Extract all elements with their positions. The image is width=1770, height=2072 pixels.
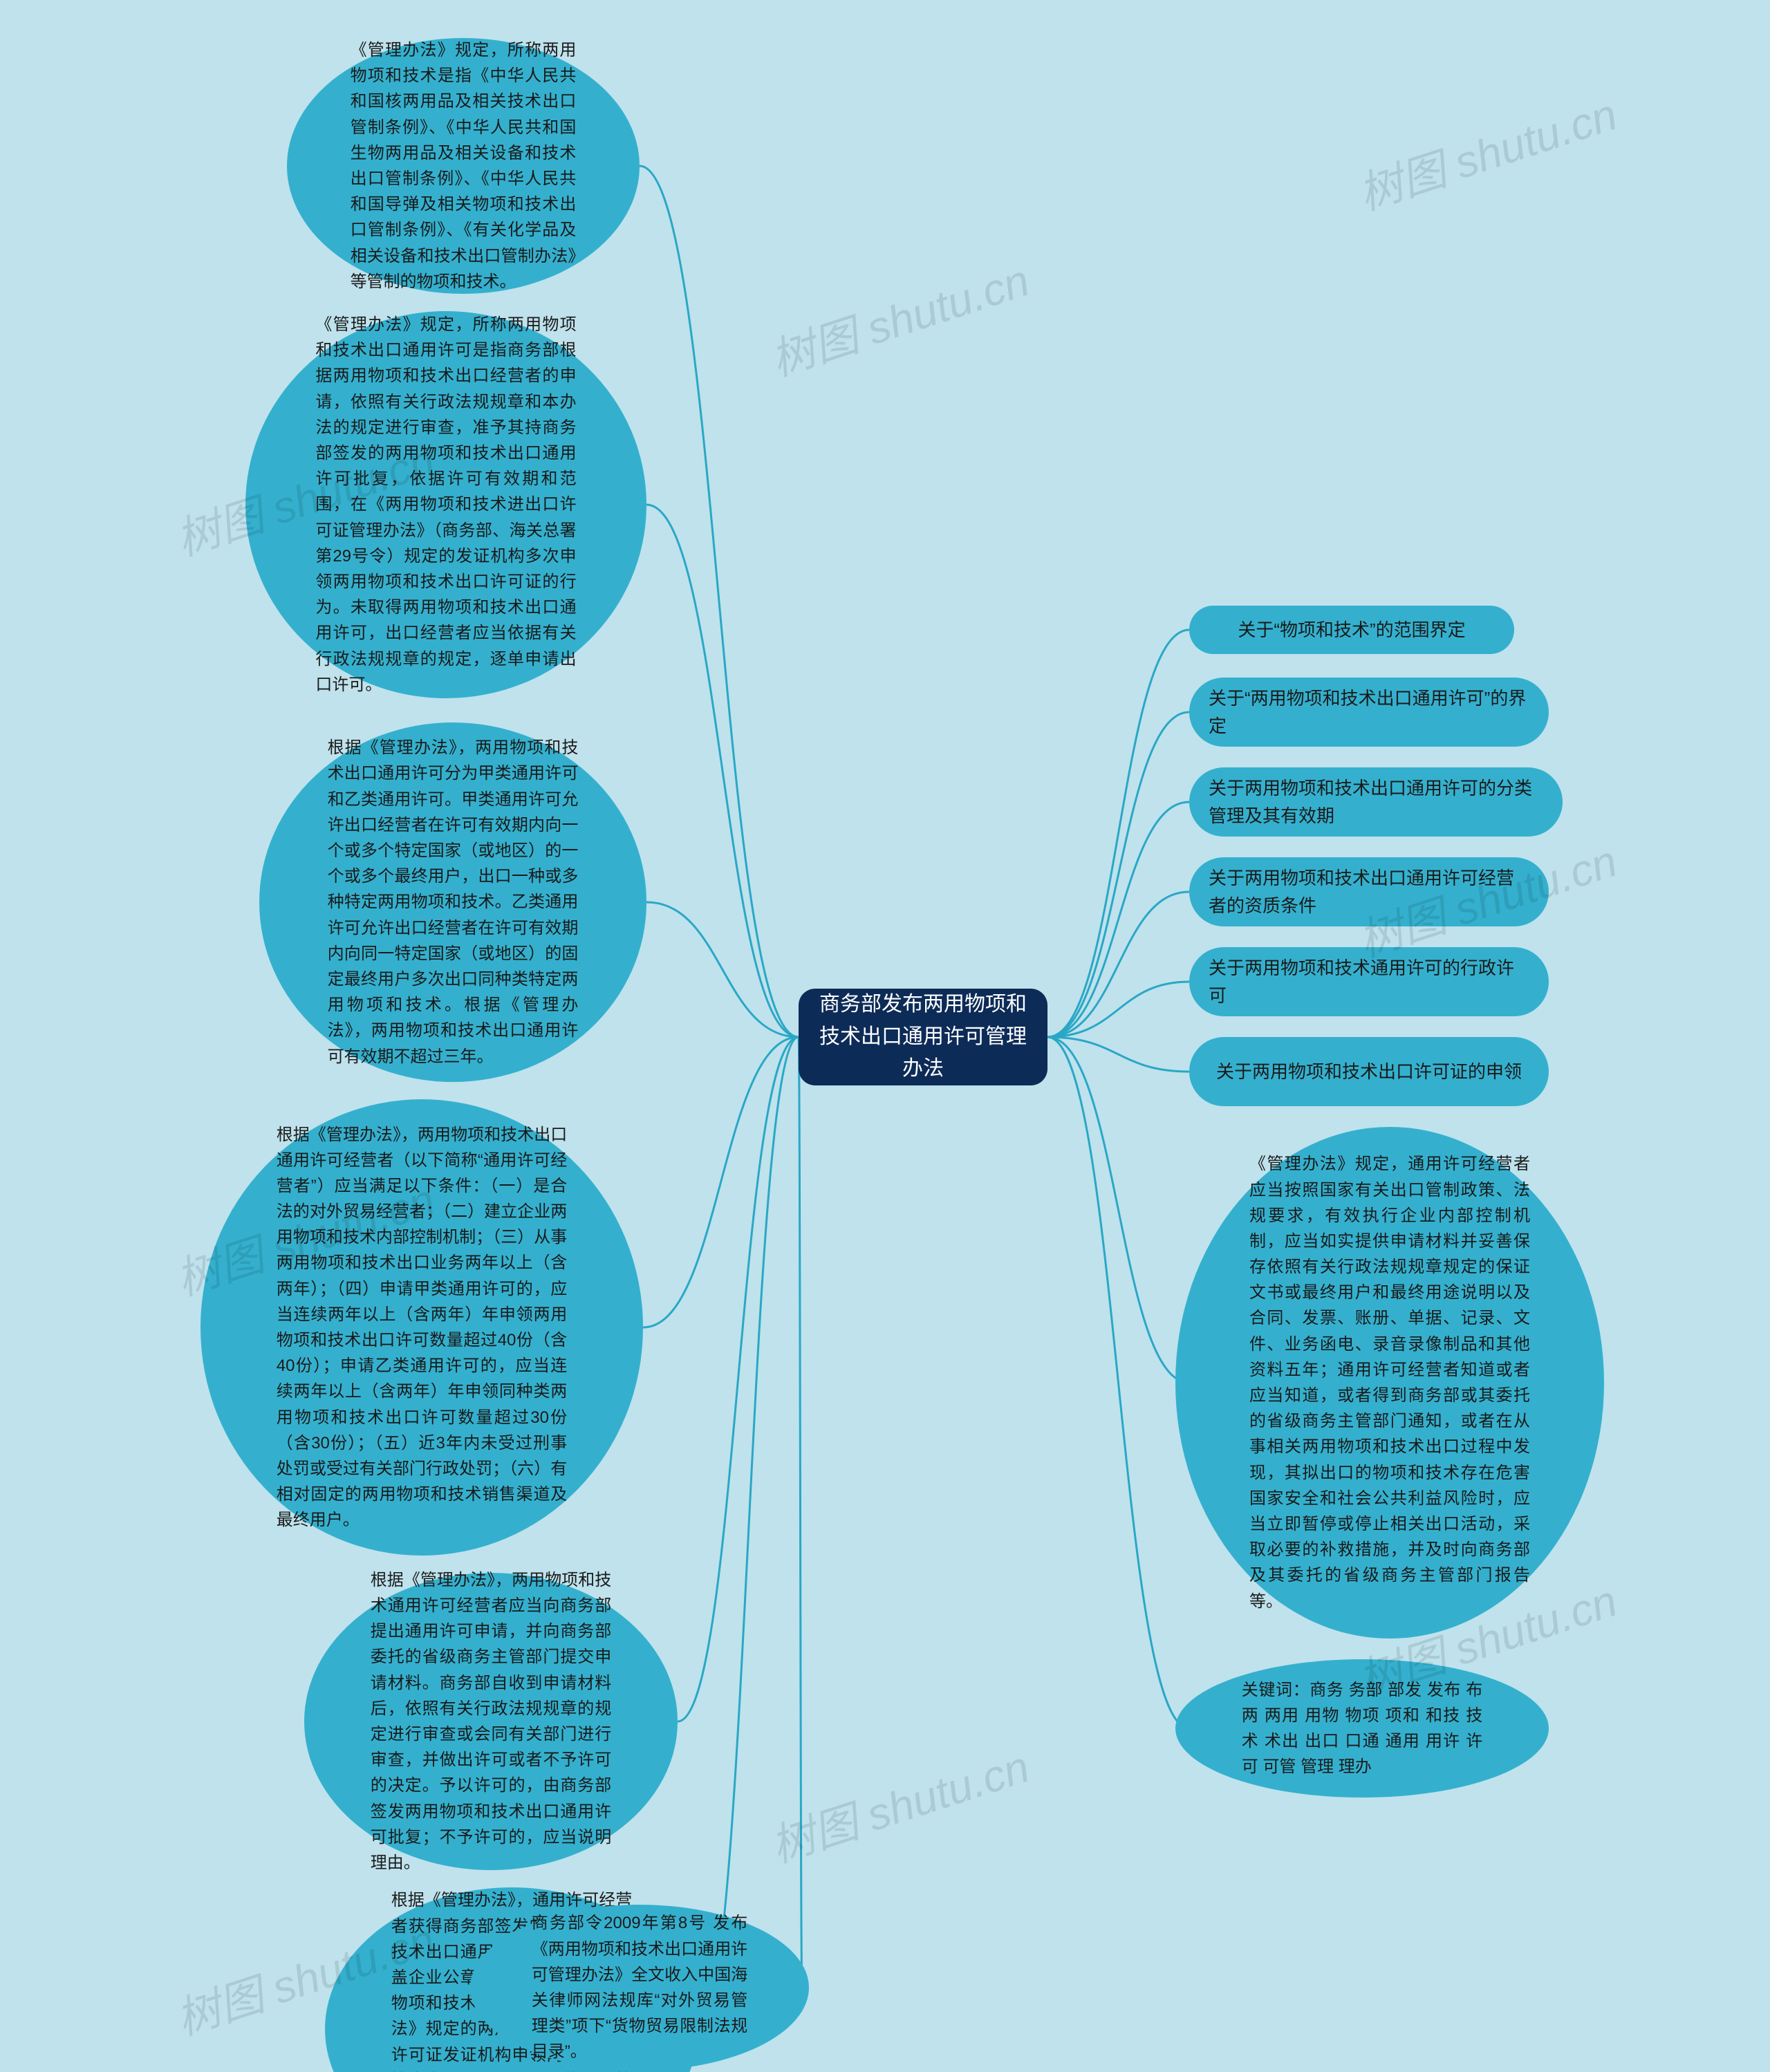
left-ellipse-l2-label: 《管理办法》规定，所称两用物项和技术出口通用许可是指商务部根据两用物项和技术出口… [315, 312, 576, 698]
edge [1047, 1037, 1189, 1728]
left-ellipse-l5: 根据《管理办法》，两用物项和技术通用许可经营者应当向商务部提出通用许可申请，并向… [304, 1573, 678, 1870]
edge [1047, 630, 1189, 1037]
left-ellipse-l1: 《管理办法》规定，所称两用物项和技术是指《中华人民共和国核两用品及相关技术出口管… [287, 38, 640, 294]
edge [1047, 802, 1189, 1037]
right-ellipse-re1-label: 《管理办法》规定，通用许可经营者应当按照国家有关出口管制政策、法规要求，有效执行… [1249, 1151, 1530, 1614]
right-pill-r6: 关于两用物项和技术出口许可证的申领 [1189, 1037, 1549, 1106]
right-pill-r4: 关于两用物项和技术出口通用许可经营者的资质条件 [1189, 857, 1549, 926]
edge [640, 166, 799, 1037]
edge [643, 1037, 799, 1327]
center-node-label: 商务部发布两用物项和技术出口通用许可管理办法 [818, 989, 1028, 1085]
mindmap-canvas: 商务部发布两用物项和技术出口通用许可管理办法 关于“物项和技术”的范围界定关于“… [0, 0, 1770, 2072]
edge [698, 1037, 799, 2029]
right-pill-r3: 关于两用物项和技术出口通用许可的分类管理及其有效期 [1189, 767, 1563, 837]
right-pill-r5: 关于两用物项和技术通用许可的行政许可 [1189, 947, 1549, 1016]
right-pill-r5-label: 关于两用物项和技术通用许可的行政许可 [1209, 954, 1529, 1010]
left-ellipse-l5-label: 根据《管理办法》，两用物项和技术通用许可经营者应当向商务部提出通用许可申请，并向… [371, 1567, 611, 1876]
left-ellipse-l7-label: 商务部令2009年第8号 发布《两用物项和技术出口通用许可管理办法》全文收入中国… [532, 1910, 747, 2064]
edge [1047, 1037, 1189, 1383]
right-pill-r2-label: 关于“两用物项和技术出口通用许可”的界定 [1209, 684, 1529, 740]
left-ellipse-l3-label: 根据《管理办法》，两用物项和技术出口通用许可分为甲类通用许可和乙类通用许可。甲类… [328, 735, 579, 1069]
left-ellipse-l7: 商务部令2009年第8号 发布《两用物项和技术出口通用许可管理办法》全文收入中国… [470, 1905, 809, 2071]
edge [1047, 982, 1189, 1037]
edge [678, 1037, 799, 1721]
right-pill-r2: 关于“两用物项和技术出口通用许可”的界定 [1189, 678, 1549, 747]
center-node: 商务部发布两用物项和技术出口通用许可管理办法 [799, 989, 1047, 1085]
right-ellipse-re2: 关键词：商务 务部 部发 发布 布两 两用 用物 物项 项和 和技 技术 术出 … [1175, 1659, 1549, 1798]
watermark: 树图 shutu.cn [762, 245, 1036, 389]
edge [646, 505, 799, 1037]
edge [1047, 892, 1189, 1037]
right-pill-r3-label: 关于两用物项和技术出口通用许可的分类管理及其有效期 [1209, 774, 1543, 830]
left-ellipse-l4: 根据《管理办法》，两用物项和技术出口通用许可经营者（以下简称“通用许可经营者”）… [201, 1099, 643, 1556]
edge [799, 1037, 802, 1988]
watermark: 树图 shutu.cn [1350, 80, 1624, 223]
left-ellipse-l2: 《管理办法》规定，所称两用物项和技术出口通用许可是指商务部根据两用物项和技术出口… [245, 311, 646, 698]
watermark: 树图 shutu.cn [762, 1732, 1036, 1875]
edge [646, 902, 799, 1037]
right-ellipse-re2-label: 关键词：商务 务部 部发 发布 布两 两用 用物 物项 项和 和技 技术 术出 … [1242, 1677, 1482, 1780]
right-pill-r1-label: 关于“物项和技术”的范围界定 [1238, 616, 1465, 644]
left-ellipse-l1-label: 《管理办法》规定，所称两用物项和技术是指《中华人民共和国核两用品及相关技术出口管… [351, 37, 577, 295]
right-ellipse-re1: 《管理办法》规定，通用许可经营者应当按照国家有关出口管制政策、法规要求，有效执行… [1175, 1127, 1604, 1639]
right-pill-r4-label: 关于两用物项和技术出口通用许可经营者的资质条件 [1209, 864, 1529, 920]
left-ellipse-l3: 根据《管理办法》，两用物项和技术出口通用许可分为甲类通用许可和乙类通用许可。甲类… [259, 722, 646, 1082]
edge [1047, 712, 1189, 1037]
left-ellipse-l4-label: 根据《管理办法》，两用物项和技术出口通用许可经营者（以下简称“通用许可经营者”）… [277, 1122, 567, 1533]
edge [1047, 1037, 1189, 1072]
right-pill-r6-label: 关于两用物项和技术出口许可证的申领 [1216, 1058, 1522, 1085]
right-pill-r1: 关于“物项和技术”的范围界定 [1189, 606, 1514, 654]
